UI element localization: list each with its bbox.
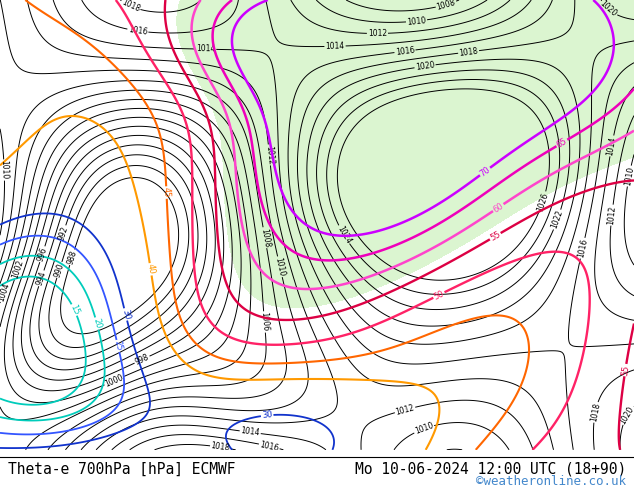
Text: 1014: 1014 (605, 136, 618, 156)
Text: 1018: 1018 (210, 441, 231, 453)
Text: 30: 30 (261, 411, 273, 420)
Text: 1016: 1016 (395, 46, 415, 57)
Text: 1014: 1014 (325, 42, 345, 51)
Text: 994: 994 (35, 270, 48, 287)
Text: 1008: 1008 (259, 227, 271, 248)
Text: 65: 65 (555, 136, 569, 149)
Text: 40: 40 (145, 264, 156, 275)
Text: 1022: 1022 (550, 209, 565, 230)
Text: 1016: 1016 (127, 25, 148, 37)
Text: 992: 992 (56, 225, 70, 242)
Text: 30: 30 (120, 308, 131, 320)
Text: 1002: 1002 (11, 259, 25, 280)
Text: 1016: 1016 (259, 440, 280, 453)
Text: ©weatheronline.co.uk: ©weatheronline.co.uk (476, 475, 626, 488)
Text: 1000: 1000 (103, 372, 125, 389)
Text: 50: 50 (432, 289, 446, 301)
Text: 1012: 1012 (606, 205, 618, 225)
Text: 988: 988 (66, 249, 79, 266)
Text: 1010: 1010 (406, 16, 427, 26)
Text: 1010: 1010 (0, 160, 9, 180)
Text: 1020: 1020 (415, 60, 435, 72)
Text: 1012: 1012 (368, 29, 387, 38)
Text: 990: 990 (53, 262, 66, 278)
Text: 1004: 1004 (0, 281, 11, 302)
Text: 996: 996 (36, 246, 49, 263)
Text: 1018: 1018 (458, 46, 479, 57)
Text: 60: 60 (491, 201, 505, 214)
Text: 1006: 1006 (259, 312, 269, 332)
Text: 20: 20 (91, 317, 103, 330)
Text: 1010: 1010 (273, 256, 287, 277)
Text: 1024: 1024 (335, 224, 353, 245)
Text: 1012: 1012 (394, 403, 415, 416)
Text: 1014: 1014 (240, 426, 261, 438)
Text: 1026: 1026 (536, 191, 550, 212)
Text: 55: 55 (620, 364, 631, 376)
Text: 1008: 1008 (436, 0, 456, 11)
Text: 1020: 1020 (619, 405, 634, 426)
Text: 1020: 1020 (598, 0, 619, 19)
Text: 1016: 1016 (576, 238, 589, 259)
Text: Theta-e 700hPa [hPa] ECMWF: Theta-e 700hPa [hPa] ECMWF (8, 462, 235, 477)
Text: 55: 55 (488, 230, 502, 243)
Text: 70: 70 (478, 165, 492, 178)
Text: 1012: 1012 (264, 145, 275, 165)
Text: 1010: 1010 (623, 166, 634, 186)
Text: 1018: 1018 (120, 0, 141, 14)
Text: 15: 15 (68, 303, 81, 317)
Text: 45: 45 (162, 187, 171, 198)
Text: 998: 998 (134, 352, 150, 367)
Text: 25: 25 (112, 340, 124, 352)
Text: 1014: 1014 (196, 45, 216, 54)
Text: Mo 10-06-2024 12:00 UTC (18+90): Mo 10-06-2024 12:00 UTC (18+90) (355, 462, 626, 477)
Text: 1010: 1010 (413, 421, 434, 436)
Text: 1018: 1018 (589, 402, 602, 422)
